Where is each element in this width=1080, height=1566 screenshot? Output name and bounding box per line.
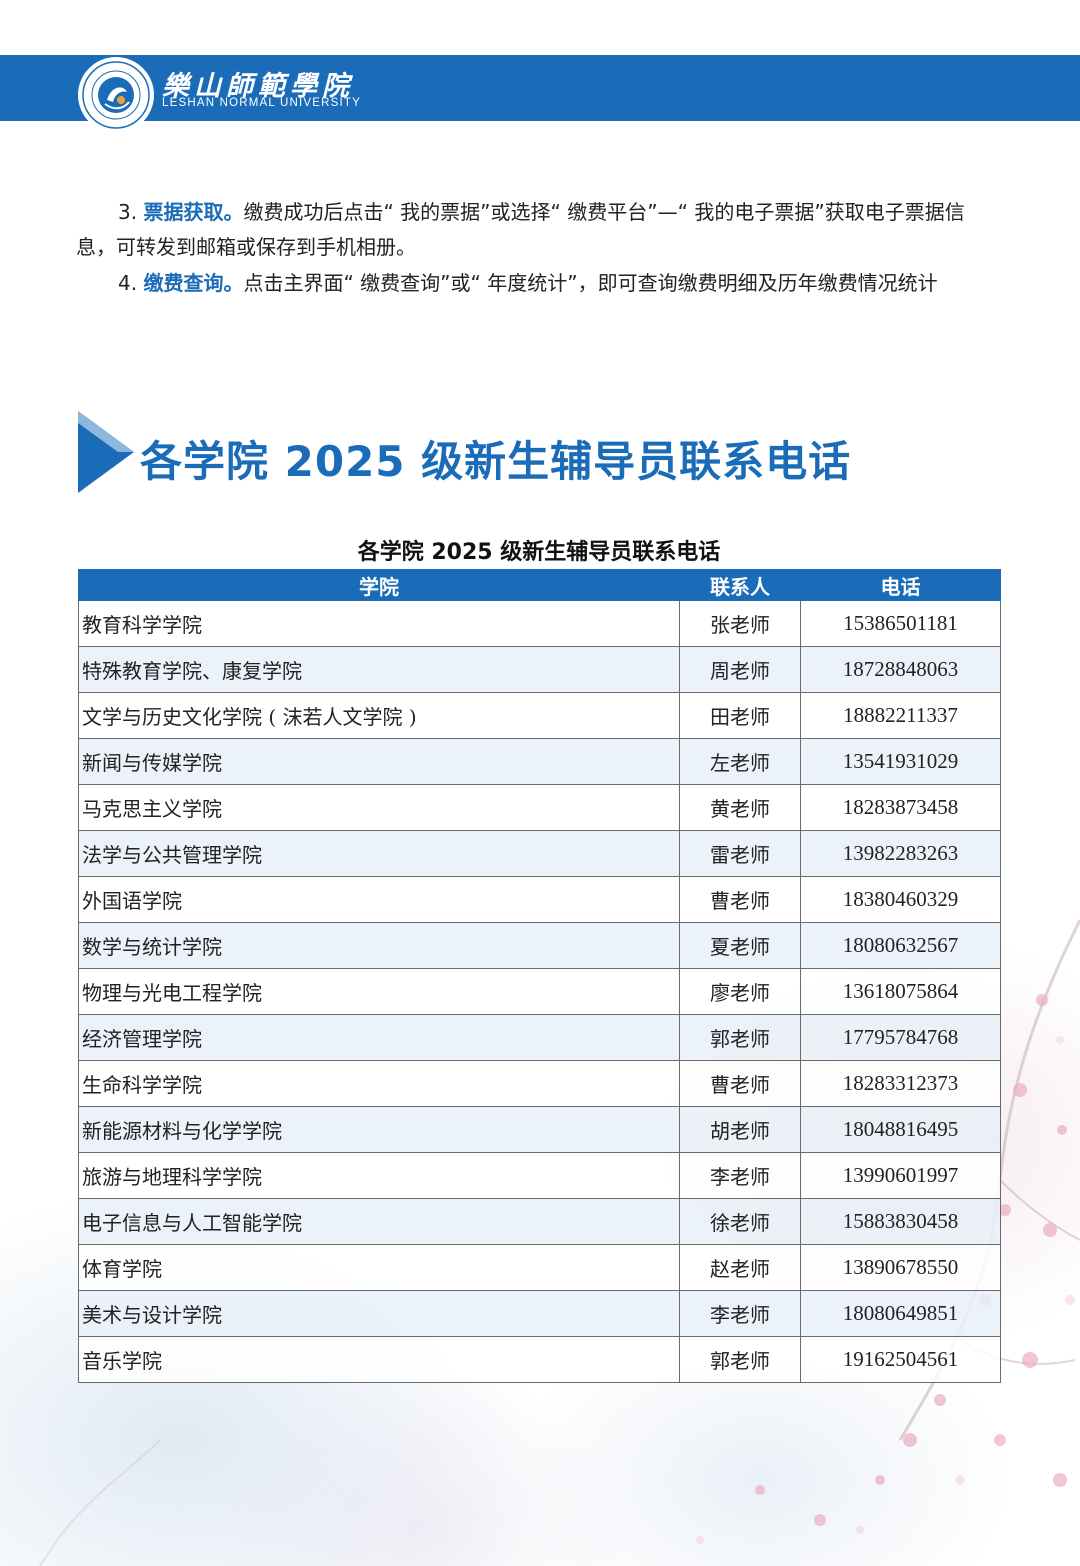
phone-cell: 15386501181	[800, 600, 1001, 647]
contact-person-cell: 夏老师	[679, 922, 801, 969]
college-cell: 新闻与传媒学院	[78, 738, 680, 785]
contact-person-cell: 雷老师	[679, 830, 801, 877]
contact-person-cell: 胡老师	[679, 1106, 801, 1153]
phone-cell: 18283312373	[800, 1060, 1001, 1107]
phone-cell: 18283873458	[800, 784, 1001, 831]
college-cell: 经济管理学院	[78, 1014, 680, 1061]
table-header-row: 学院 联系人 电话	[78, 569, 1001, 601]
contact-person-cell: 曹老师	[679, 1060, 801, 1107]
university-emblem-icon	[82, 61, 150, 129]
college-cell: 文学与历史文化学院 ( 沫若人文学院 )	[78, 692, 680, 739]
table-row: 美术与设计学院 李老师 18080649851	[78, 1290, 1001, 1337]
phone-cell: 13541931029	[800, 738, 1001, 785]
table-row: 旅游与地理科学学院 李老师 13990601997	[78, 1152, 1001, 1199]
table-row: 音乐学院 郭老师 19162504561	[78, 1336, 1001, 1383]
contact-person-cell: 田老师	[679, 692, 801, 739]
step-4-text: 点击主界面“ 缴费查询”或“ 年度统计”，即可查询缴费明细及历年缴费情况统计	[243, 271, 938, 295]
phone-cell: 13618075864	[800, 968, 1001, 1015]
phone-cell: 18048816495	[800, 1106, 1001, 1153]
college-cell: 新能源材料与化学学院	[78, 1106, 680, 1153]
contact-person-cell: 郭老师	[679, 1336, 801, 1383]
college-cell: 马克思主义学院	[78, 784, 680, 831]
contact-person-cell: 黄老师	[679, 784, 801, 831]
header-college: 学院	[78, 569, 680, 601]
college-cell: 特殊教育学院、康复学院	[78, 646, 680, 693]
contact-person-cell: 周老师	[679, 646, 801, 693]
contact-person-cell: 廖老师	[679, 968, 801, 1015]
contact-person-cell: 李老师	[679, 1290, 801, 1337]
university-logo	[78, 57, 154, 133]
step-4-keyword: 缴费查询。	[143, 271, 244, 295]
phone-cell: 13982283263	[800, 830, 1001, 877]
section-arrow-icon	[78, 411, 134, 493]
table-row: 教育科学学院 张老师 15386501181	[78, 600, 1001, 647]
table-row: 电子信息与人工智能学院 徐老师 15883830458	[78, 1198, 1001, 1245]
table-row: 法学与公共管理学院 雷老师 13982283263	[78, 830, 1001, 877]
contact-person-cell: 郭老师	[679, 1014, 801, 1061]
step-3-text: 缴费成功后点击“ 我的票据”或选择“ 缴费平台”—“ 我的电子票据”获取电子票据…	[76, 200, 965, 259]
step-3-keyword: 票据获取。	[143, 200, 244, 224]
phone-cell: 17795784768	[800, 1014, 1001, 1061]
section-title: 各学院 2025 级新生辅导员联系电话	[140, 437, 852, 486]
table-row: 外国语学院 曹老师 18380460329	[78, 876, 1001, 923]
table-row: 新能源材料与化学学院 胡老师 18048816495	[78, 1106, 1001, 1153]
college-cell: 生命科学学院	[78, 1060, 680, 1107]
phone-cell: 18080649851	[800, 1290, 1001, 1337]
phone-cell: 18080632567	[800, 922, 1001, 969]
college-cell: 音乐学院	[78, 1336, 680, 1383]
table-row: 经济管理学院 郭老师 17795784768	[78, 1014, 1001, 1061]
college-cell: 外国语学院	[78, 876, 680, 923]
phone-cell: 13990601997	[800, 1152, 1001, 1199]
contact-person-cell: 张老师	[679, 600, 801, 647]
contact-person-cell: 赵老师	[679, 1244, 801, 1291]
table-row: 数学与统计学院 夏老师 18080632567	[78, 922, 1001, 969]
header-contact-person: 联系人	[679, 569, 801, 601]
contact-person-cell: 左老师	[679, 738, 801, 785]
table-row: 新闻与传媒学院 左老师 13541931029	[78, 738, 1001, 785]
college-cell: 美术与设计学院	[78, 1290, 680, 1337]
phone-cell: 18882211337	[800, 692, 1001, 739]
contact-person-cell: 曹老师	[679, 876, 801, 923]
table-caption: 各学院 2025 级新生辅导员联系电话	[357, 540, 721, 565]
university-name-en: LESHAN NORMAL UNIVERSITY	[162, 97, 361, 109]
college-cell: 物理与光电工程学院	[78, 968, 680, 1015]
college-cell: 数学与统计学院	[78, 922, 680, 969]
college-cell: 教育科学学院	[78, 600, 680, 647]
table-row: 体育学院 赵老师 13890678550	[78, 1244, 1001, 1291]
college-cell: 体育学院	[78, 1244, 680, 1291]
step-4-paragraph: 4. 缴费查询。点击主界面“ 缴费查询”或“ 年度统计”，即可查询缴费明细及历年…	[76, 266, 1004, 301]
phone-cell: 18380460329	[800, 876, 1001, 923]
table-row: 生命科学学院 曹老师 18283312373	[78, 1060, 1001, 1107]
college-cell: 旅游与地理科学学院	[78, 1152, 680, 1199]
table-row: 特殊教育学院、康复学院 周老师 18728848063	[78, 646, 1001, 693]
table-row: 物理与光电工程学院 廖老师 13618075864	[78, 968, 1001, 1015]
phone-cell: 18728848063	[800, 646, 1001, 693]
header-phone: 电话	[800, 569, 1001, 601]
phone-cell: 19162504561	[800, 1336, 1001, 1383]
contact-person-cell: 李老师	[679, 1152, 801, 1199]
university-name-cn: 樂山師範學院	[162, 71, 354, 102]
phone-cell: 13890678550	[800, 1244, 1001, 1291]
phone-cell: 15883830458	[800, 1198, 1001, 1245]
step-3-number: 3.	[118, 200, 138, 224]
table-row: 马克思主义学院 黄老师 18283873458	[78, 784, 1001, 831]
step-3-paragraph: 3. 票据获取。缴费成功后点击“ 我的票据”或选择“ 缴费平台”—“ 我的电子票…	[76, 195, 1004, 265]
table-row: 文学与历史文化学院 ( 沫若人文学院 ) 田老师 18882211337	[78, 692, 1001, 739]
counselor-contact-table: 学院 联系人 电话 教育科学学院 张老师 15386501181 特殊教育学院、康复…	[78, 569, 1001, 1383]
college-cell: 法学与公共管理学院	[78, 830, 680, 877]
header-bar	[0, 55, 1080, 121]
step-4-number: 4.	[118, 271, 138, 295]
college-cell: 电子信息与人工智能学院	[78, 1198, 680, 1245]
contact-person-cell: 徐老师	[679, 1198, 801, 1245]
